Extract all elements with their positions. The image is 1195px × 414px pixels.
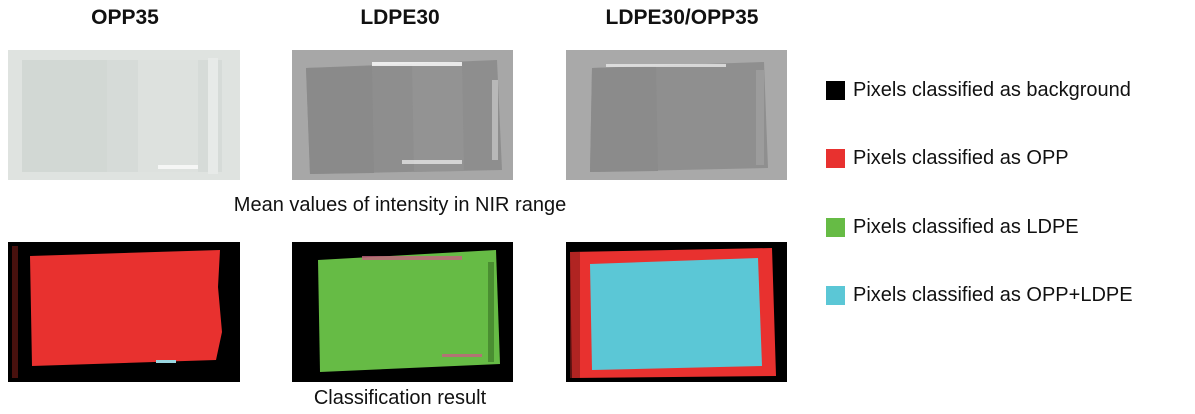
classification-image-ldpe30-opp35 [566, 242, 787, 382]
classification-caption: Classification result [313, 387, 487, 409]
legend-swatch-opp [826, 148, 845, 168]
legend-swatch-opp-ldpe [826, 285, 845, 305]
legend-item-ldpe: Pixels classified as LDPE [826, 215, 1079, 239]
nir-image-ldpe30 [292, 50, 513, 180]
legend-label-opp: Pixels classified as OPP [853, 146, 1069, 169]
column-title-opp35: OPP35 [91, 6, 159, 29]
nir-image-opp35 [8, 50, 240, 180]
legend-label-background: Pixels classified as background [853, 78, 1131, 101]
column-title-ldpe30: LDPE30 [360, 6, 440, 29]
legend-item-opp-ldpe: Pixels classified as OPP+LDPE [826, 283, 1133, 307]
legend-label-ldpe: Pixels classified as LDPE [853, 215, 1079, 238]
legend-item-opp: Pixels classified as OPP [826, 146, 1069, 170]
classification-image-ldpe30 [292, 242, 513, 382]
legend-swatch-background [826, 80, 845, 100]
classification-image-opp35 [8, 242, 240, 382]
legend-swatch-ldpe [826, 217, 845, 237]
nir-image-ldpe30-opp35 [566, 50, 787, 180]
legend-item-background: Pixels classified as background [826, 78, 1131, 102]
legend-label-opp-ldpe: Pixels classified as OPP+LDPE [853, 283, 1133, 306]
nir-caption: Mean values of intensity in NIR range [233, 194, 567, 216]
column-title-ldpe30-opp35: LDPE30/OPP35 [605, 6, 759, 29]
